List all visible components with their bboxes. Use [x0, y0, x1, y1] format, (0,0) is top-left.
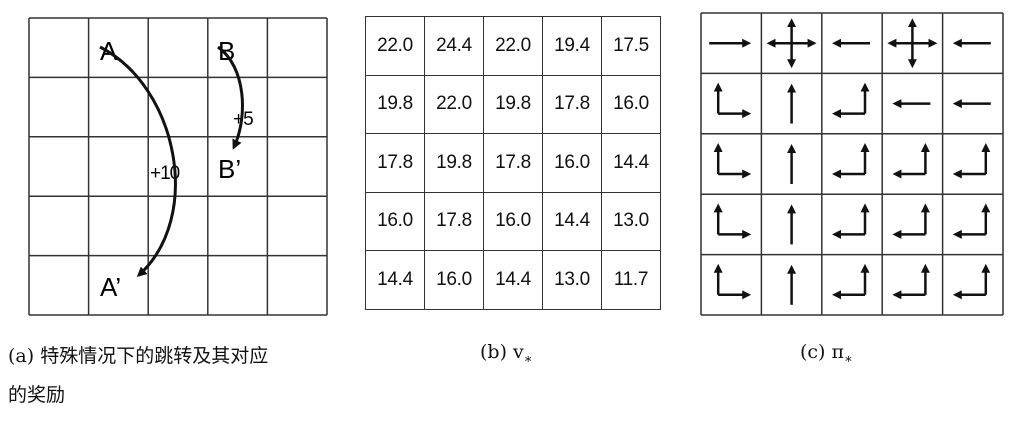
label-b-prime: B’	[218, 154, 241, 184]
reward-b: +5	[233, 109, 253, 130]
value-cell: 17.8	[542, 74, 602, 134]
caption-c: (c) π∗	[800, 341, 853, 367]
reward-a: +10	[150, 163, 180, 184]
value-cell: 16.0	[601, 74, 661, 134]
value-row: 22.0 24.4 22.0 19.4 17.5	[365, 16, 661, 76]
value-cell: 14.4	[365, 250, 425, 310]
label-a-prime: A’	[100, 272, 121, 302]
caption-b-text: (b) v	[480, 341, 524, 363]
value-cell: 14.4	[542, 191, 602, 251]
value-cell: 14.4	[483, 250, 543, 310]
value-cell: 17.5	[601, 16, 661, 76]
value-row: 17.8 19.8 17.8 16.0 14.4	[365, 133, 661, 193]
value-cell: 16.0	[542, 133, 602, 193]
jump-arrow-a	[99, 45, 177, 278]
gridworld-diagram: A B B’ A’ +10 +5	[28, 17, 328, 316]
value-cell: 13.0	[542, 250, 602, 310]
value-cell: 19.8	[365, 74, 425, 134]
value-table: 22.0 24.4 22.0 19.4 17.5 19.8 22.0 19.8 17.8 16.0…	[365, 16, 661, 310]
value-cell: 13.0	[601, 191, 661, 251]
value-cell: 17.8	[365, 133, 425, 193]
value-cell: 14.4	[601, 133, 661, 193]
value-row: 14.4 16.0 14.4 13.0 11.7	[365, 250, 661, 310]
jump-arrow-b	[217, 45, 244, 150]
caption-b-sub: ∗	[523, 351, 533, 367]
value-cell: 19.8	[483, 74, 543, 134]
value-cell: 16.0	[424, 250, 484, 310]
value-cell: 11.7	[601, 250, 661, 310]
value-cell: 16.0	[483, 191, 543, 251]
value-row: 19.8 22.0 19.8 17.8 16.0	[365, 74, 661, 134]
value-cell: 22.0	[424, 74, 484, 134]
caption-a: (a) 特殊情况下的跳转及其对应	[8, 345, 269, 367]
value-cell: 16.0	[365, 191, 425, 251]
value-cell: 17.8	[483, 133, 543, 193]
value-cell: 22.0	[483, 16, 543, 76]
value-cell: 17.8	[424, 191, 484, 251]
caption-c-sub: ∗	[844, 351, 853, 367]
value-cell: 24.4	[424, 16, 484, 76]
caption-c-text: (c) π	[800, 341, 844, 363]
value-cell: 19.4	[542, 16, 602, 76]
value-row: 16.0 17.8 16.0 14.4 13.0	[365, 191, 661, 251]
caption-b: (b) v∗	[480, 341, 533, 367]
policy-grid	[700, 12, 1004, 316]
value-cell: 19.8	[424, 133, 484, 193]
value-cell: 22.0	[365, 16, 425, 76]
grid-lines	[28, 17, 328, 316]
caption-a-line2: 的奖励	[8, 384, 66, 406]
